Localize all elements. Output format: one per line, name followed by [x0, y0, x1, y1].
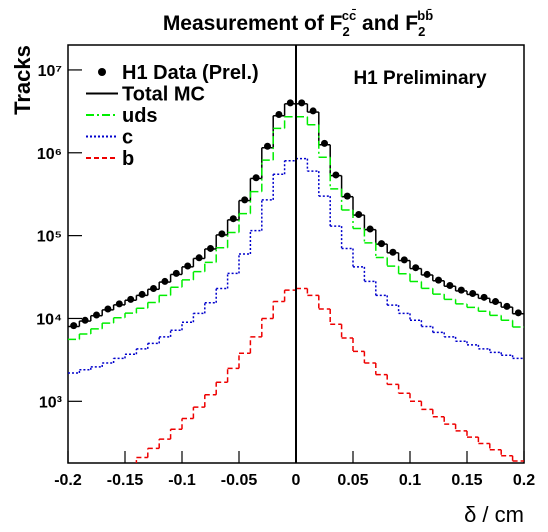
title-text: Measurement of F — [163, 12, 343, 35]
data-point — [264, 142, 271, 150]
chart-title: Measurement of F2cc̄ and F2bb̄ — [163, 8, 433, 39]
data-point — [286, 99, 294, 107]
y-tick-label: 10³ — [39, 394, 62, 411]
data-point — [218, 230, 226, 238]
data-point — [70, 322, 78, 330]
x-tick-label: -0.15 — [107, 472, 144, 489]
y-tick-label: 10⁴ — [36, 311, 62, 328]
y-tick-label: 10⁷ — [38, 63, 62, 80]
title-sup: cc̄ — [342, 8, 356, 23]
data-point — [412, 264, 420, 272]
data-point — [492, 298, 499, 306]
data-point — [172, 269, 180, 277]
x-tick-label: 0.15 — [451, 472, 482, 489]
x-tick-label: 0.05 — [337, 472, 368, 489]
data-point — [150, 284, 157, 292]
data-point — [298, 99, 306, 107]
data-point — [275, 110, 283, 118]
data-point — [81, 316, 89, 324]
x-tick-label: 0 — [292, 472, 301, 489]
legend-label: b — [122, 148, 134, 170]
annotation: H1 Preliminary — [353, 68, 486, 89]
title-sup: bb̄ — [417, 8, 433, 23]
title-sub: 2 — [343, 24, 350, 39]
x-tick-label: 0.2 — [513, 472, 535, 489]
y-tick-label: 10⁶ — [37, 146, 62, 163]
data-point — [457, 286, 465, 294]
data-point — [115, 300, 123, 308]
data-point — [503, 302, 511, 310]
x-tick-label: -0.1 — [168, 472, 196, 489]
data-point — [321, 139, 328, 147]
x-tick-label: -0.2 — [54, 472, 82, 489]
legend-marker — [98, 68, 106, 76]
data-point — [309, 107, 317, 115]
y-tick-label: 10⁵ — [37, 229, 62, 246]
legend-label: H1 Data (Prel.) — [122, 62, 259, 84]
plot-area — [68, 99, 524, 463]
legend-label: Total MC — [122, 84, 205, 106]
y-axis-label: Tracks — [10, 45, 35, 115]
data-point — [104, 305, 112, 313]
x-tick-label: 0.1 — [399, 472, 421, 489]
data-point — [480, 293, 488, 301]
legend-label: c — [122, 127, 133, 149]
data-point — [514, 309, 522, 317]
data-point — [469, 290, 477, 298]
data-point — [138, 290, 146, 298]
title-sub: 2 — [418, 24, 425, 39]
legend-label: uds — [122, 105, 158, 127]
data-point — [184, 262, 192, 270]
title-text: and F — [356, 12, 418, 35]
x-axis-label: δ / cm — [464, 502, 524, 527]
x-tick-label: -0.05 — [221, 472, 258, 489]
data-point — [229, 215, 237, 223]
data-point — [127, 295, 135, 303]
